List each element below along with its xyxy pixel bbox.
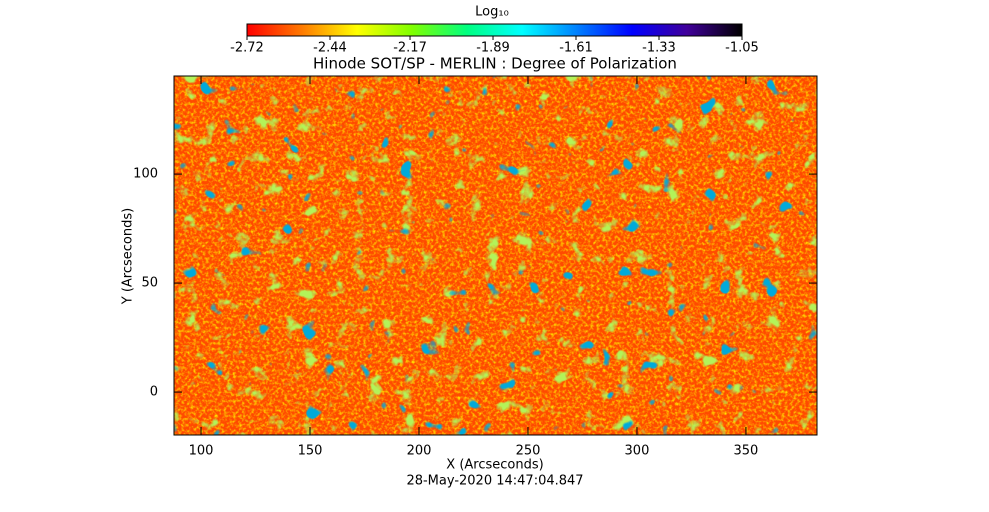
x-tick-label: 350 bbox=[734, 444, 759, 459]
x-axis-label: X (Arcseconds) bbox=[446, 458, 543, 473]
colorbar-tick-label: -2.72 bbox=[230, 41, 264, 56]
colorbar-tick-label: -1.89 bbox=[476, 41, 510, 56]
y-tick-label: 0 bbox=[150, 385, 158, 400]
colorbar-tick-label: -1.33 bbox=[642, 41, 676, 56]
colorbar-tick-label: -2.17 bbox=[393, 41, 427, 56]
x-tick-label: 300 bbox=[625, 444, 650, 459]
colorbar bbox=[246, 23, 743, 37]
colorbar-tick-label: -2.44 bbox=[313, 41, 347, 56]
x-tick-label: 100 bbox=[189, 444, 214, 459]
x-tick-label: 200 bbox=[407, 444, 432, 459]
x-tick-label: 250 bbox=[516, 444, 541, 459]
y-axis-label: Y (Arcseconds) bbox=[121, 208, 136, 305]
chart-title: Hinode SOT/SP - MERLIN : Degree of Polar… bbox=[313, 55, 677, 73]
colorbar-tick-label: -1.61 bbox=[559, 41, 593, 56]
y-tick-label: 50 bbox=[141, 276, 158, 291]
colorbar-tick-label: -1.05 bbox=[725, 41, 759, 56]
footer: 28-May-2020 14:47:04.847 bbox=[406, 474, 583, 489]
colorbar-label: Log₁₀ bbox=[475, 5, 509, 20]
y-tick-label: 100 bbox=[133, 167, 158, 182]
image bbox=[174, 76, 817, 435]
image-texture bbox=[174, 76, 817, 435]
x-tick-label: 150 bbox=[298, 444, 323, 459]
plot-frame bbox=[173, 75, 818, 436]
